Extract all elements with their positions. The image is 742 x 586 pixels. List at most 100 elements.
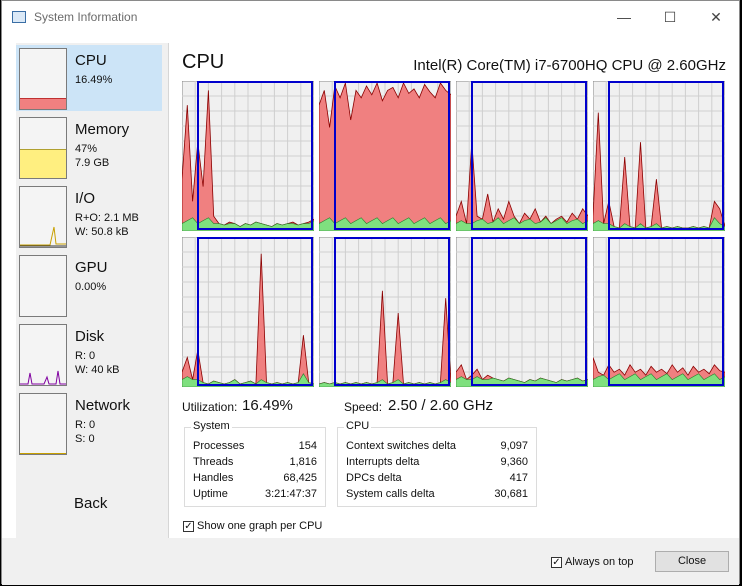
sidebar-item-label: GPU xyxy=(75,259,108,276)
stat-value: 3:21:47:37 xyxy=(265,488,317,500)
core-graph xyxy=(455,80,589,232)
maximize-button[interactable]: ☐ xyxy=(663,9,677,25)
core-graph-svg xyxy=(181,236,315,388)
stat-label: System calls delta xyxy=(346,488,435,500)
stat-label: Threads xyxy=(193,456,234,468)
disk-thumbnail xyxy=(19,324,67,386)
sidebar-item-value: 0.00% xyxy=(75,281,107,293)
group-title: CPU xyxy=(344,420,372,432)
sidebar-item-value: 7.9 GB xyxy=(75,157,110,169)
stat-label: Processes xyxy=(193,440,245,452)
stat-label: Interrupts delta xyxy=(346,456,420,468)
sidebar: CPU 16.49% Memory 47% 7.9 GB I/O R+O: 2.… xyxy=(16,43,169,538)
stat-row: Context switches delta 9,097 xyxy=(338,440,536,456)
title-bar: System Information — ☐ ✕ xyxy=(2,1,739,33)
graph-highlight-frame xyxy=(197,237,313,386)
kernel-usage-area xyxy=(318,217,452,232)
sidebar-item-label: Memory xyxy=(75,121,130,138)
stat-row: Processes 154 xyxy=(185,440,325,456)
sidebar-item-label: Disk xyxy=(75,328,105,345)
sidebar-item-memory[interactable]: Memory 47% 7.9 GB xyxy=(16,114,162,180)
back-button[interactable]: Back xyxy=(74,495,108,512)
sidebar-item-value: 16.49% xyxy=(75,74,113,86)
gpu-thumbnail xyxy=(19,255,67,317)
main-area: CPU 16.49% Memory 47% 7.9 GB I/O R+O: 2.… xyxy=(2,33,739,538)
stat-value: 9,360 xyxy=(500,456,528,468)
core-graph xyxy=(455,236,589,388)
cpu-thumbnail-fill xyxy=(20,97,66,109)
kernel-usage-area xyxy=(181,217,315,232)
graph-highlight-frame xyxy=(471,237,587,386)
sidebar-item-network[interactable]: Network R: 0 S: 0 xyxy=(16,390,162,456)
stat-label: Handles xyxy=(193,472,234,484)
memory-thumbnail xyxy=(19,117,67,179)
memory-thumbnail-fill xyxy=(20,148,66,178)
sidebar-item-value: 47% xyxy=(75,143,98,155)
group-title: System xyxy=(191,420,232,432)
stat-value: 417 xyxy=(509,472,528,484)
sidebar-item-io[interactable]: I/O R+O: 2.1 MB W: 50.8 kB xyxy=(16,183,162,249)
show-one-graph-label: Show one graph per CPU xyxy=(197,520,323,532)
stat-value: 30,681 xyxy=(494,488,528,500)
sidebar-item-gpu[interactable]: GPU 0.00% xyxy=(16,252,162,318)
network-thumbnail-line xyxy=(20,453,66,454)
sidebar-item-value: R+O: 2.1 MB xyxy=(75,212,139,224)
stat-label: Context switches delta xyxy=(346,440,457,452)
stat-label: Uptime xyxy=(193,488,228,500)
core-graph xyxy=(181,236,315,388)
sidebar-item-label: I/O xyxy=(75,190,96,207)
core-graph xyxy=(592,236,726,388)
page-title: CPU xyxy=(182,51,225,73)
cpu-usage-area xyxy=(455,142,589,232)
stat-row: Uptime 3:21:47:37 xyxy=(185,488,325,504)
core-graph xyxy=(592,80,726,232)
speed-label: Speed: xyxy=(344,400,383,414)
system-group: System Processes 154 Threads 1,816 Handles… xyxy=(184,420,326,507)
stat-value: 9,097 xyxy=(500,440,528,452)
utilization-value: 16.49% xyxy=(242,397,293,414)
cpu-stats-group: CPU Context switches delta 9,097 Interrup… xyxy=(337,420,537,507)
kernel-usage-area xyxy=(181,373,315,388)
disk-sparkline xyxy=(20,370,66,385)
footer: ✓ Always on top Close xyxy=(2,538,739,585)
io-thumbnail xyxy=(19,186,67,248)
core-graph xyxy=(181,80,315,232)
sidebar-item-value: W: 50.8 kB xyxy=(75,226,129,238)
graph-highlight-frame xyxy=(471,81,587,230)
close-window-button[interactable]: ✕ xyxy=(710,9,722,25)
core-graph-svg xyxy=(318,80,452,232)
graph-highlight-frame xyxy=(608,237,724,386)
io-sparkline xyxy=(20,226,66,247)
kernel-usage-area xyxy=(455,217,589,232)
network-thumbnail xyxy=(19,393,67,455)
always-on-top-label: Always on top xyxy=(565,556,634,568)
sidebar-item-value: R: 0 xyxy=(75,350,96,362)
cpu-model: Intel(R) Core(TM) i7-6700HQ CPU @ 2.60GH… xyxy=(413,57,726,74)
speed-value: 2.50 / 2.60 GHz xyxy=(388,397,494,414)
core-graph-svg xyxy=(318,236,452,388)
stat-label: DPCs delta xyxy=(346,472,402,484)
stat-row: Handles 68,425 xyxy=(185,472,325,488)
show-one-graph-checkbox[interactable]: ✓ xyxy=(183,521,194,532)
stat-value: 154 xyxy=(298,440,317,452)
sidebar-item-label: Network xyxy=(75,397,131,414)
kernel-usage-area xyxy=(592,373,726,388)
stat-row: Threads 1,816 xyxy=(185,456,325,472)
minimize-button[interactable]: — xyxy=(617,9,631,25)
graph-highlight-frame xyxy=(608,81,724,230)
sidebar-item-value: R: 0 xyxy=(75,419,96,431)
sidebar-item-cpu[interactable]: CPU 16.49% xyxy=(16,45,162,111)
stat-row: System calls delta 30,681 xyxy=(338,488,536,504)
close-button[interactable]: Close xyxy=(655,551,729,572)
always-on-top-checkbox[interactable]: ✓ xyxy=(551,557,562,568)
core-graph-svg xyxy=(181,80,315,232)
stat-value: 68,425 xyxy=(283,472,317,484)
core-graph xyxy=(318,80,452,232)
cpu-thumbnail xyxy=(19,48,67,110)
cpu-usage-area xyxy=(318,81,452,232)
sidebar-item-label: CPU xyxy=(75,52,107,69)
sidebar-item-disk[interactable]: Disk R: 0 W: 40 kB xyxy=(16,321,162,387)
sidebar-item-value: S: 0 xyxy=(75,433,95,445)
core-graph-svg xyxy=(455,80,589,232)
